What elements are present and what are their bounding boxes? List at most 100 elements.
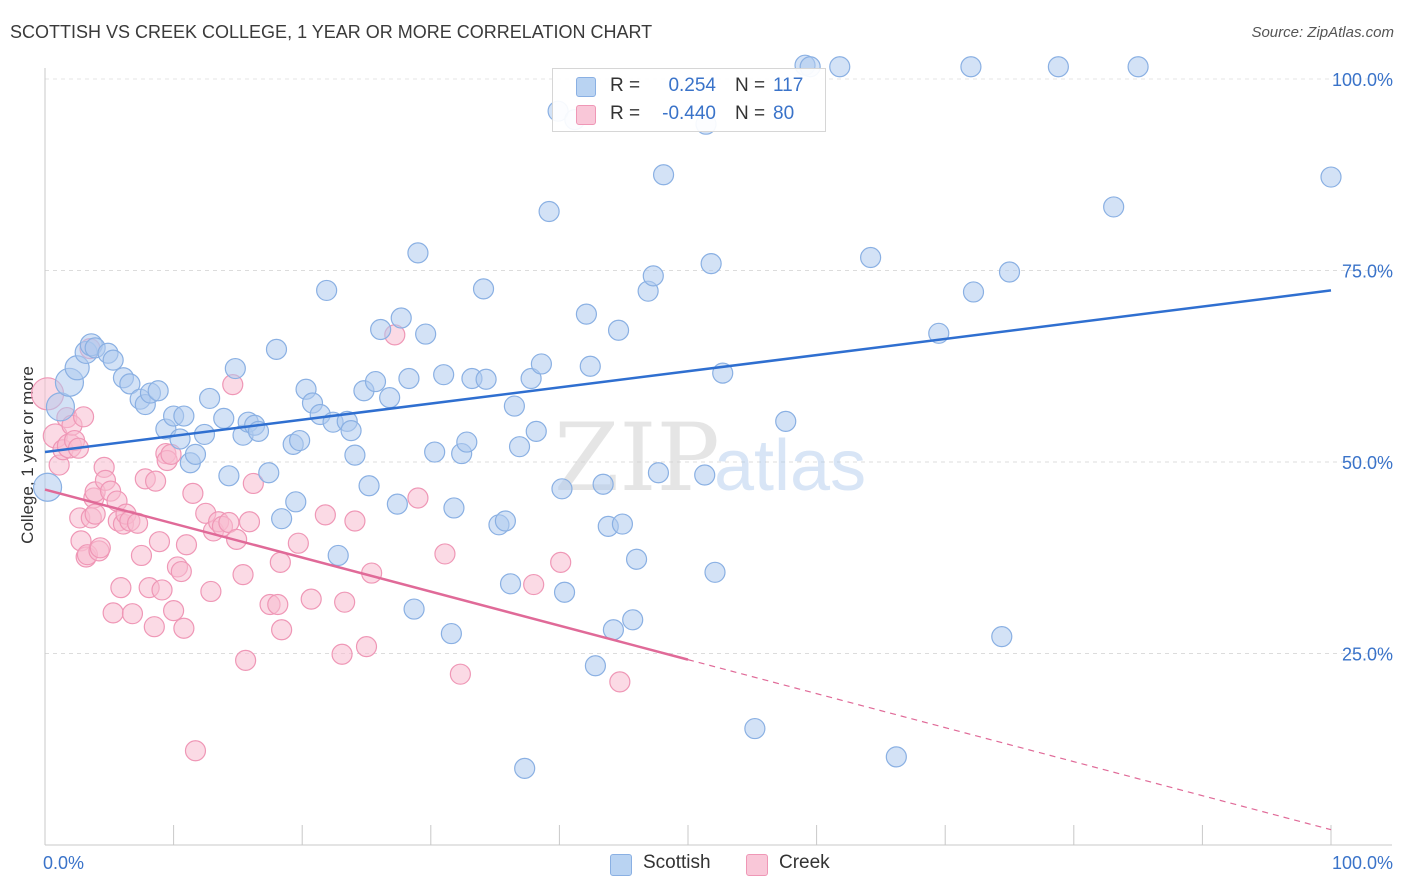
x-tick-label: 100.0%	[1332, 853, 1393, 873]
data-point-creek	[170, 560, 192, 583]
x-tick-label: 0.0%	[43, 853, 84, 873]
data-point-creek	[200, 580, 222, 603]
scottish-swatch	[576, 77, 596, 97]
data-point-scottish	[102, 349, 124, 371]
scottish-legend-swatch	[610, 854, 632, 876]
data-point-scottish	[1047, 56, 1069, 78]
data-point-scottish	[514, 757, 536, 780]
data-point-creek	[407, 487, 429, 509]
data-point-scottish	[829, 56, 851, 78]
creek-legend-label: Creek	[779, 852, 830, 873]
legend-row-creek: R = -0.440 N = 80	[553, 99, 825, 129]
data-point-scottish	[642, 265, 664, 287]
scottish-series	[32, 54, 1342, 780]
data-point-scottish	[45, 392, 76, 422]
watermark-zip: ZIP	[554, 404, 720, 513]
data-point-scottish	[551, 478, 573, 500]
data-point-scottish	[386, 493, 408, 515]
data-point-scottish	[379, 387, 401, 409]
data-point-creek	[148, 531, 171, 553]
data-point-scottish	[647, 462, 670, 484]
data-point-scottish	[424, 441, 446, 463]
n-label: N =	[735, 75, 766, 96]
data-point-creek	[523, 573, 545, 596]
watermark-atlas: atlas	[714, 426, 866, 506]
data-point-creek	[331, 643, 353, 665]
data-point-scottish	[218, 465, 240, 487]
data-point-creek	[314, 504, 336, 526]
data-point-scottish	[1127, 56, 1149, 78]
data-point-creek	[355, 636, 378, 658]
y-tick-label: 50.0%	[1342, 453, 1393, 473]
data-point-creek	[89, 537, 111, 559]
creek-swatch	[576, 105, 596, 125]
data-point-creek	[175, 534, 198, 556]
y-tick-label: 100.0%	[1332, 70, 1393, 90]
data-point-scottish	[344, 444, 366, 466]
tick-labels: 25.0% 50.0% 75.0% 100.0% 0.0% 100.0%	[43, 70, 1393, 873]
data-point-scottish	[584, 655, 607, 677]
data-point-creek	[184, 740, 207, 762]
data-point-scottish	[364, 370, 387, 393]
data-point-scottish	[575, 303, 598, 325]
data-point-creek	[334, 591, 356, 613]
stats-legend: R = 0.254 N = 117 R = -0.440 N = 80	[552, 68, 826, 132]
data-point-scottish	[285, 491, 307, 513]
data-point-scottish	[193, 423, 216, 446]
data-point-scottish	[611, 513, 634, 535]
data-point-scottish	[407, 242, 429, 264]
data-point-scottish	[327, 544, 349, 567]
legend-row-scottish: R = 0.254 N = 117	[553, 71, 825, 101]
data-point-scottish	[962, 281, 985, 303]
y-tick-label: 25.0%	[1342, 645, 1393, 665]
trend-line-scottish	[44, 289, 1332, 454]
data-point-creek	[300, 588, 322, 610]
data-point-creek	[287, 532, 309, 554]
data-point-scottish	[625, 548, 648, 570]
data-point-scottish	[440, 622, 462, 645]
data-point-scottish	[169, 428, 191, 450]
creek-n-value: 80	[773, 103, 795, 124]
data-point-scottish	[32, 472, 63, 502]
data-point-scottish	[475, 368, 497, 390]
data-point-creek	[121, 603, 144, 625]
data-point-creek	[232, 564, 254, 586]
data-point-creek	[84, 503, 106, 525]
data-point-scottish	[415, 323, 437, 345]
data-point-scottish	[1320, 166, 1342, 188]
data-point-scottish	[472, 278, 495, 300]
r-label: R =	[610, 103, 641, 124]
data-point-scottish	[520, 367, 542, 390]
data-point-scottish	[530, 353, 552, 375]
data-point-scottish	[456, 431, 478, 453]
data-point-scottish	[579, 355, 601, 377]
data-point-creek	[550, 551, 572, 573]
data-point-scottish	[390, 307, 412, 329]
data-point-scottish	[119, 373, 141, 395]
scottish-legend-label: Scottish	[643, 852, 711, 873]
data-point-scottish	[694, 464, 716, 486]
data-point-creek	[144, 470, 167, 492]
data-point-creek	[242, 472, 264, 495]
data-point-scottish	[433, 364, 455, 386]
trend-line-creek	[44, 488, 689, 661]
data-point-scottish	[592, 473, 614, 495]
data-point-scottish	[503, 395, 525, 417]
data-point-scottish	[538, 200, 560, 223]
trend-lines	[44, 289, 1332, 831]
data-point-scottish	[553, 581, 576, 603]
axes	[44, 68, 1392, 846]
data-point-creek	[344, 510, 366, 532]
data-point-scottish	[258, 462, 280, 484]
data-point-scottish	[499, 573, 522, 595]
data-point-scottish	[403, 598, 425, 620]
data-point-scottish	[370, 318, 392, 341]
data-point-scottish	[265, 338, 288, 360]
data-point-scottish	[704, 561, 726, 583]
scottish-n-value: 117	[773, 75, 804, 96]
series-legend: Scottish Creek	[0, 852, 1406, 878]
data-point-scottish	[607, 319, 630, 341]
data-point-scottish	[443, 497, 465, 519]
trend-line-creek-extension	[687, 659, 1332, 831]
